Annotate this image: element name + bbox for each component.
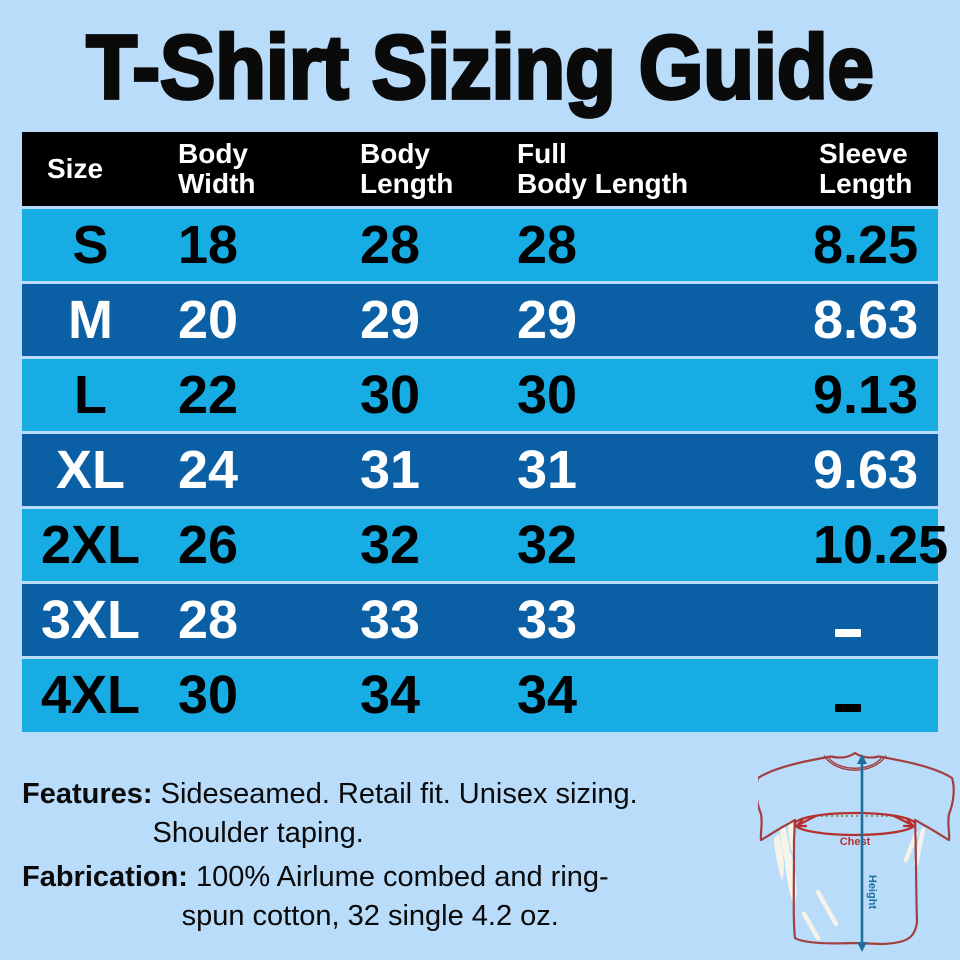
svg-text:Chest: Chest xyxy=(840,836,871,848)
svg-text:Height: Height xyxy=(866,875,878,910)
